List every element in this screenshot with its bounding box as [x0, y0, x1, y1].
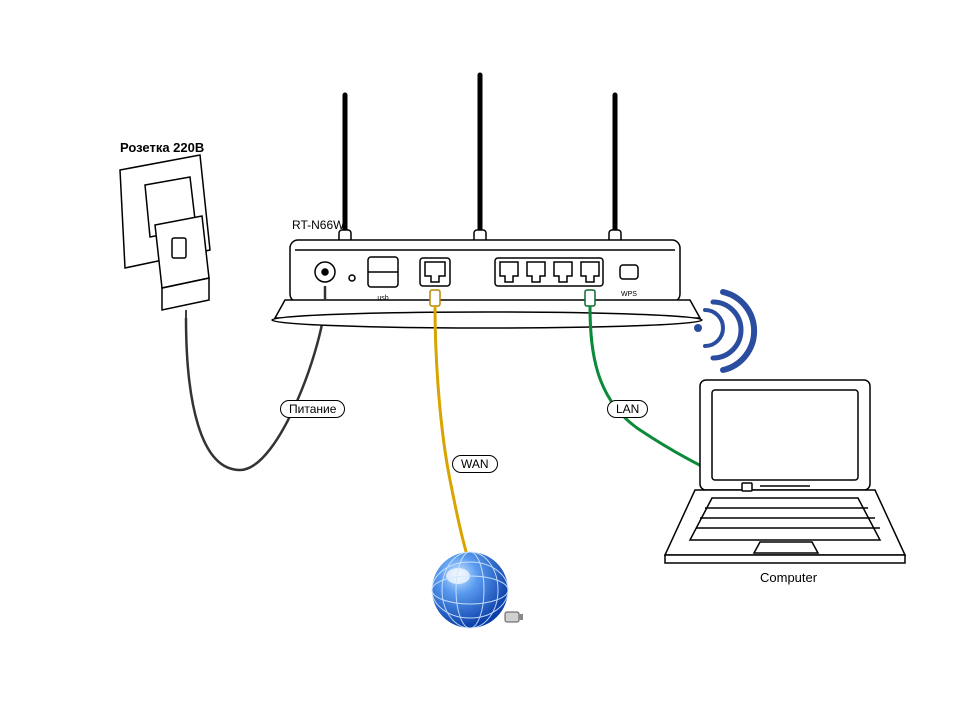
router-model-label: RT-N66W: [292, 218, 344, 232]
laptop-icon: [665, 380, 905, 563]
globe-icon: [432, 552, 523, 628]
wan-cable: [430, 290, 470, 565]
wan-pill-label: WAN: [452, 455, 498, 473]
lan-pill-label: LAN: [607, 400, 648, 418]
outlet-label: Розетка 220В: [120, 140, 204, 155]
connection-diagram: usb WPS: [0, 0, 960, 720]
wall-outlet-icon: [120, 155, 210, 318]
router-icon: usb WPS: [272, 75, 702, 328]
svg-text:usb: usb: [377, 295, 388, 302]
svg-text:WPS: WPS: [621, 291, 637, 298]
wifi-icon: [694, 292, 754, 370]
power-cable: [186, 300, 325, 470]
power-pill-label: Питание: [280, 400, 345, 418]
computer-label: Computer: [760, 570, 817, 585]
